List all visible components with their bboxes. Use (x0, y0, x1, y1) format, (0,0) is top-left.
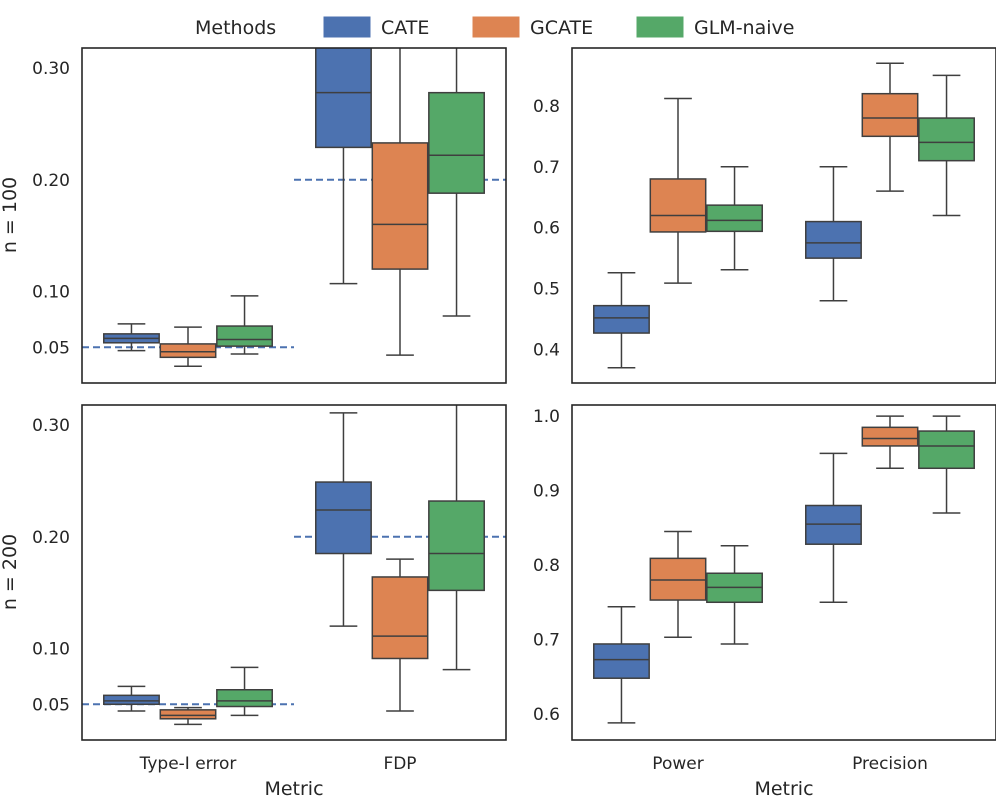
box-iqr (315, 481, 372, 555)
box-iqr (103, 694, 160, 706)
y-tick-label: 0.8 (533, 556, 560, 576)
box-iqr (216, 325, 273, 347)
legend: Methods CATE GCATE GLM-naive (195, 15, 794, 39)
x-tick-label: Power (652, 754, 703, 774)
box-iqr (216, 689, 273, 708)
box-iqr (315, 48, 372, 149)
box-cate-power (593, 605, 650, 724)
y-tick-label: 0.7 (533, 631, 560, 651)
box-iqr (159, 343, 217, 359)
box-iqr (805, 220, 862, 259)
box-gcate-power (649, 530, 707, 639)
x-tick-label: Precision (852, 754, 928, 774)
y-tick-label: 1.0 (533, 407, 560, 427)
x-tick-label: Type-I error (139, 754, 237, 774)
box-iqr (593, 643, 650, 679)
box-glm-naive-precision (918, 415, 975, 514)
box-glm-naive-power (706, 166, 763, 271)
legend-swatch-glm-naive (635, 15, 685, 39)
box-cate-precision (805, 166, 862, 302)
y-tick-label: 0.10 (32, 282, 70, 302)
y-tick-label: 0.4 (533, 341, 560, 361)
box-gcate-fdp (371, 48, 429, 356)
y-tick-label: 0.20 (32, 171, 70, 191)
box-glm-naive-power (706, 544, 763, 645)
plot-frame (571, 404, 996, 741)
box-iqr (861, 426, 919, 447)
box-cate-type-i-error (103, 685, 160, 712)
plot-area (593, 415, 975, 724)
box-iqr (371, 576, 429, 660)
box-iqr (593, 304, 650, 334)
box-cate-precision (805, 452, 862, 604)
box-cate-power (593, 272, 650, 369)
box-iqr (861, 92, 919, 138)
y-tick-label: 0.30 (32, 59, 70, 79)
legend-label-cate: CATE (381, 17, 429, 39)
plot-area (82, 48, 506, 367)
legend-swatch-gcate (471, 15, 521, 39)
legend-swatch-cate (322, 15, 372, 39)
plot-frame (81, 47, 507, 384)
box-iqr (428, 500, 485, 592)
box-gcate-precision (861, 62, 919, 192)
panel-bottom-right: 0.6 0.7 0.8 0.9 1.0 Power Precision (533, 404, 996, 774)
y-tick-label: 0.05 (32, 338, 70, 358)
box-iqr (159, 709, 217, 720)
plot-frame (81, 404, 507, 741)
panel-bottom-left: 0.05 0.10 0.20 0.30 Type-I error FDP (32, 404, 507, 774)
y-tick-label: 0.20 (32, 528, 70, 548)
box-gcate-power (649, 97, 707, 284)
box-gcate-type-i-error (159, 706, 217, 726)
y-tick-label: 0.6 (533, 705, 560, 725)
plot-frame (571, 47, 996, 384)
y-tick-label: 0.05 (32, 695, 70, 715)
box-glm-naive-fdp (428, 48, 485, 317)
box-cate-fdp (315, 48, 372, 285)
box-gcate-precision (861, 415, 919, 470)
y-tick-label: 0.5 (533, 280, 560, 300)
box-iqr (428, 91, 485, 194)
row-label-n100: n = 100 (0, 177, 21, 253)
y-tick-label: 0.10 (32, 639, 70, 659)
y-tick-label: 0.30 (32, 416, 70, 436)
panel-top-right: 0.4 0.5 0.6 0.7 0.8 (533, 47, 996, 384)
box-iqr (706, 204, 763, 233)
box-iqr (918, 117, 975, 162)
box-cate-type-i-error (103, 323, 160, 352)
box-iqr (918, 430, 975, 470)
y-tick-label: 0.8 (533, 97, 560, 117)
box-glm-naive-precision (918, 74, 975, 217)
box-gcate-fdp (371, 558, 429, 712)
box-glm-naive-fdp (428, 405, 485, 671)
x-axis-title-right: Metric (754, 778, 813, 799)
y-tick-label: 0.6 (533, 219, 560, 239)
plot-area (593, 62, 975, 369)
box-iqr (371, 142, 429, 270)
y-tick-label: 0.9 (533, 482, 560, 502)
x-tick-label: FDP (383, 754, 416, 774)
y-tick-label: 0.7 (533, 158, 560, 178)
box-glm-naive-type-i-error (216, 295, 273, 355)
box-gcate-type-i-error (159, 326, 217, 367)
row-label-n200: n = 200 (0, 534, 21, 610)
plot-area (82, 405, 506, 726)
x-axis-title-left: Metric (264, 778, 323, 799)
legend-label-glm-naive: GLM-naive (694, 17, 794, 39)
box-cate-fdp (315, 412, 372, 627)
panel-top-left: 0.05 0.10 0.20 0.30 (32, 47, 507, 384)
box-iqr (649, 178, 707, 233)
box-glm-naive-type-i-error (216, 666, 273, 717)
legend-title: Methods (195, 17, 276, 39)
legend-label-gcate: GCATE (530, 17, 593, 39)
